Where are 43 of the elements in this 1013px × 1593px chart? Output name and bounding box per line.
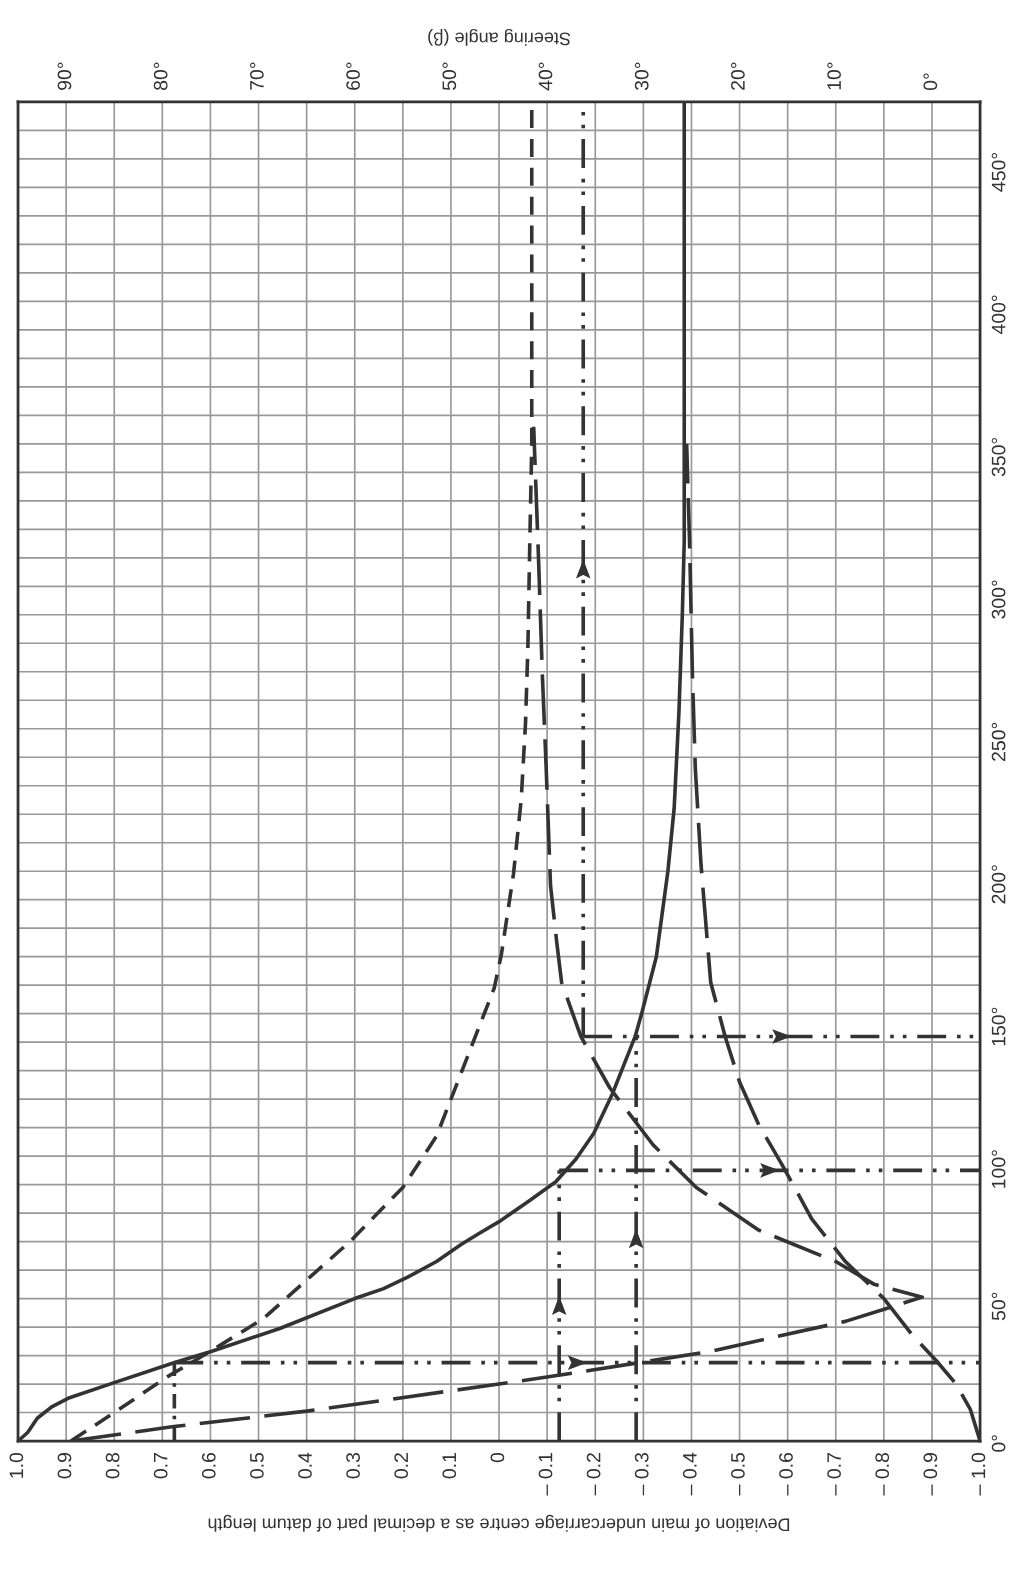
x-tick-label: 0.7 [153, 1453, 168, 1479]
x-tick-label: 0.6 [201, 1452, 216, 1479]
y-tick-label: 300° [991, 580, 1006, 619]
x2-tick-label: 70° [249, 62, 264, 90]
x2-axis-title: Steering angle (β) [428, 28, 571, 46]
x-tick-label: 0.4 [298, 1452, 312, 1479]
x2-tick-label: 30° [634, 62, 649, 91]
x-axis-title: Deviation of main undercarriage centre as a decimal part of datum length [208, 1514, 790, 1532]
y-tick-label: 450° [991, 153, 1006, 192]
x2-tick-label: 80° [153, 62, 168, 90]
x-tick-label: – 0.4 [682, 1452, 697, 1496]
x-tick-label: 0.9 [57, 1453, 72, 1479]
x-tick-label: – 1.0 [971, 1452, 986, 1496]
x-tick-label: 0.3 [346, 1452, 360, 1479]
y-tick-label: 400° [991, 295, 1006, 335]
x2-tick-label: 0° [923, 73, 938, 91]
y-tick-label: 50° [991, 1292, 1006, 1321]
x-tick-label: – 0.2 [586, 1453, 601, 1496]
y-tick-label: 250° [991, 722, 1006, 761]
x2-tick-label: 10° [827, 62, 841, 90]
x-tick-label: – 0.3 [634, 1452, 649, 1496]
x-tick-label: – 0.7 [827, 1453, 841, 1496]
x-tick-label: 1.0 [9, 1452, 24, 1478]
x-tick-label: 0.1 [442, 1453, 457, 1479]
y-tick-label: 0° [991, 1435, 1006, 1452]
x-tick-label: 0.2 [394, 1453, 409, 1479]
x2-tick-label: 50° [442, 62, 457, 91]
y-tick-label: 150° [991, 1007, 1006, 1046]
x-tick-label: 0.5 [249, 1452, 264, 1479]
x-tick-label: – 0.9 [923, 1453, 938, 1496]
x-tick-label: 0.8 [105, 1452, 120, 1479]
x-tick-label: – 0.8 [875, 1452, 890, 1496]
x-tick-label: 0 [490, 1452, 505, 1463]
x-tick-label: – 0.6 [779, 1452, 793, 1496]
y-tick-label: 350° [991, 437, 1006, 477]
y-tick-label: 100° [991, 1150, 1006, 1188]
x2-tick-label: 20° [731, 62, 745, 90]
x2-tick-label: 60° [346, 62, 360, 90]
y-tick-label: 200° [991, 865, 1006, 904]
x-tick-label: – 0.5 [731, 1452, 745, 1496]
x2-tick-label: 90° [57, 62, 72, 90]
x-tick-label: – 0.1 [538, 1453, 553, 1496]
x2-tick-label: 40° [538, 62, 553, 91]
